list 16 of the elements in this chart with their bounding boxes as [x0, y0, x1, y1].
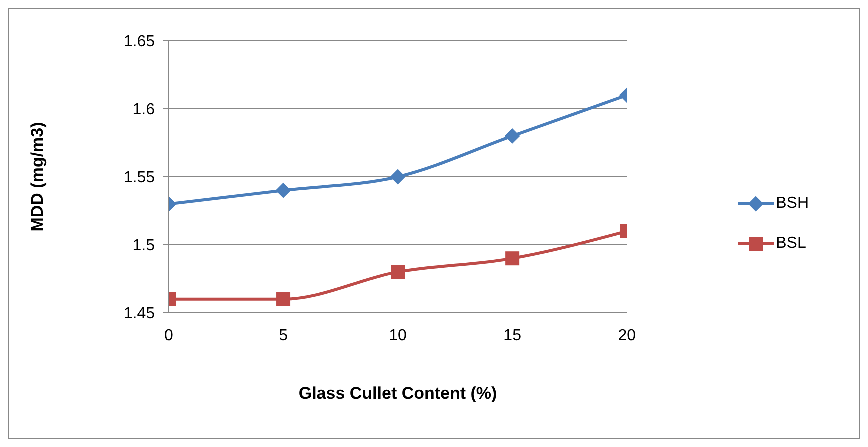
y-axis-title: MDD (mg/m3)	[28, 122, 48, 232]
y-tick-label: 1.55	[124, 170, 156, 187]
x-tick-label: 20	[618, 327, 636, 344]
legend-label: BSL	[776, 234, 806, 252]
legend-label: BSH	[776, 194, 809, 212]
x-tick-label: 10	[389, 327, 408, 344]
x-tick-label: 5	[279, 327, 288, 344]
y-tick-label: 1.6	[132, 102, 156, 119]
y-tick-label: 1.65	[124, 34, 156, 51]
y-tick-label: 1.5	[132, 238, 156, 255]
point	[391, 265, 406, 280]
y-tick-label: 1.45	[124, 306, 156, 323]
point	[390, 170, 406, 184]
x-tick-label: 0	[164, 327, 174, 344]
x-tick-label: 15	[504, 327, 522, 344]
x-axis-title: Glass Cullet Content (%)	[298, 384, 498, 403]
